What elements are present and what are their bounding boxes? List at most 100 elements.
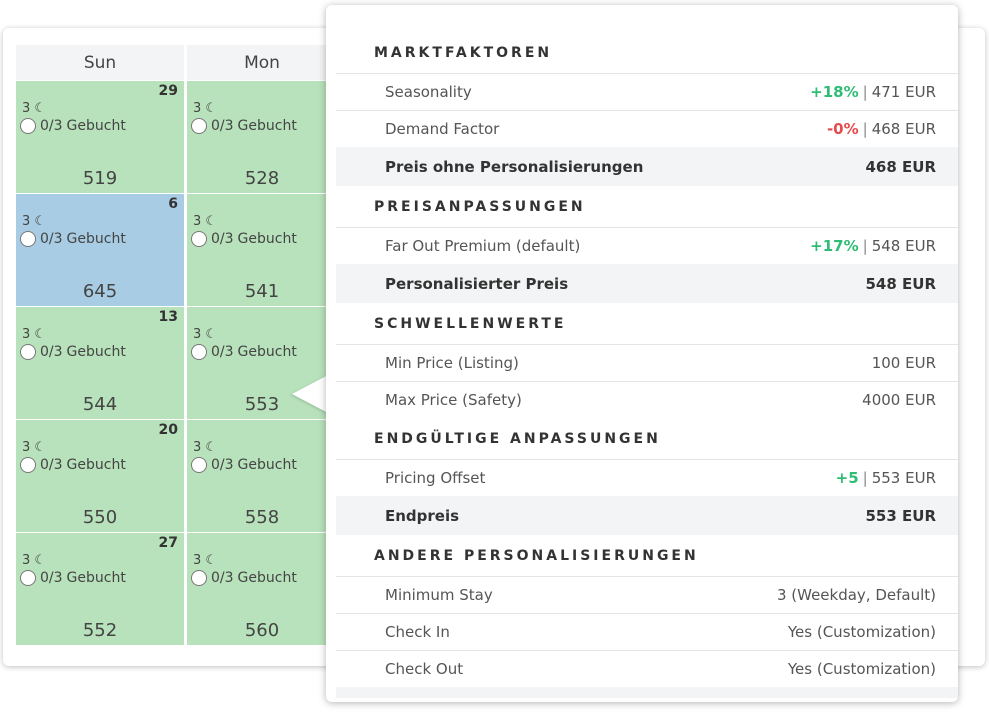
day-number: 20 [158, 422, 178, 438]
nights-count: 3 [193, 440, 202, 455]
nights-count: 3 [22, 214, 31, 229]
booked-status: 0/3 Gebucht [20, 118, 126, 134]
calendar-day-cell[interactable]: 13 3 ☾ 0/3 Gebucht 544 [16, 307, 184, 419]
booked-label: Gebucht [66, 344, 126, 360]
radio-circle-icon[interactable] [20, 231, 36, 247]
change-value: +5 [835, 469, 859, 487]
row-value-group: +5 | 553 EUR [836, 469, 936, 487]
row-value-group: Yes (Customization) [788, 623, 936, 641]
separator: | [862, 120, 868, 138]
booked-status: 0/3 Gebucht [20, 570, 126, 586]
breakdown-row: Far Out Premium (default) +17% | 548 EUR [336, 227, 958, 264]
booked-count: 0/3 [40, 457, 63, 473]
booked-status: 0/3 Gebucht [191, 231, 297, 247]
total-row: Preis ohne Personalisierungen 468 EUR [336, 147, 958, 186]
moon-icon: ☾ [30, 440, 47, 455]
radio-circle-icon[interactable] [191, 231, 207, 247]
breakdown-row: Check In Yes (Customization) [336, 613, 958, 650]
moon-icon: ☾ [201, 214, 218, 229]
day-price: 553 [244, 394, 280, 415]
separator: | [862, 83, 868, 101]
radio-circle-icon[interactable] [20, 118, 36, 134]
moon-icon: ☾ [30, 553, 47, 568]
calendar-day-cell[interactable]: 27 3 ☾ 0/3 Gebucht 552 [16, 533, 184, 645]
row-value-group: 4000 EUR [862, 391, 936, 409]
radio-circle-icon[interactable] [191, 570, 207, 586]
row-value: 468 EUR [865, 157, 936, 176]
booked-count: 0/3 [211, 457, 234, 473]
separator: | [862, 469, 868, 487]
moon-icon: ☾ [30, 214, 47, 229]
section-title: MARKTFAKTOREN [374, 44, 553, 61]
booked-label: Gebucht [237, 118, 297, 134]
nights-count: 3 [22, 440, 31, 455]
calendar-day-cell[interactable]: 3 ☾ 0/3 Gebucht 541 [187, 194, 337, 306]
row-label: Endpreis [385, 506, 460, 525]
booked-label: Gebucht [66, 570, 126, 586]
radio-circle-icon[interactable] [20, 570, 36, 586]
booked-count: 0/3 [211, 231, 234, 247]
row-value-group: -0% | 468 EUR [827, 120, 936, 138]
total-row: Personalisierter Preis 548 EUR [336, 264, 958, 303]
row-value-group: +18% | 471 EUR [810, 83, 936, 101]
calendar-day-cell[interactable]: 6 3 ☾ 0/3 Gebucht 645 [16, 194, 184, 306]
calendar-day-cell[interactable]: 29 3 ☾ 0/3 Gebucht 519 [16, 81, 184, 193]
min-nights: 3 ☾ [193, 101, 217, 116]
radio-circle-icon[interactable] [191, 344, 207, 360]
calendar-day-cell[interactable]: 3 ☾ 0/3 Gebucht 528 [187, 81, 337, 193]
row-label: Check Out [385, 660, 464, 678]
row-label: Minimum Stay [385, 586, 493, 604]
row-value: 468 EUR [871, 120, 936, 138]
breakdown-row: Pricing Offset +5 | 553 EUR [336, 459, 958, 496]
day-price: 552 [82, 620, 118, 641]
row-value: 548 EUR [871, 237, 936, 255]
nights-count: 3 [193, 101, 202, 116]
row-value: 4000 EUR [862, 391, 936, 409]
min-nights: 3 ☾ [193, 440, 217, 455]
booked-status: 0/3 Gebucht [191, 344, 297, 360]
booked-status: 0/3 Gebucht [191, 118, 297, 134]
day-price: 550 [82, 507, 118, 528]
day-price: 519 [82, 168, 118, 189]
row-value-group: Yes (Customization) [788, 660, 936, 678]
column-header-sun: Sun [16, 45, 184, 80]
section-title: SCHWELLENWERTE [374, 315, 567, 332]
radio-circle-icon[interactable] [20, 457, 36, 473]
row-label: Preis ohne Personalisierungen [385, 157, 644, 176]
radio-circle-icon[interactable] [191, 118, 207, 134]
radio-circle-icon[interactable] [20, 344, 36, 360]
booked-count: 0/3 [211, 344, 234, 360]
breakdown-row: Check Out Yes (Customization) [336, 650, 958, 687]
moon-icon: ☾ [30, 327, 47, 342]
min-nights: 3 ☾ [22, 214, 46, 229]
day-price: 541 [244, 281, 280, 302]
booked-count: 0/3 [211, 118, 234, 134]
min-nights: 3 ☾ [22, 553, 46, 568]
row-value: 100 EUR [871, 354, 936, 372]
price-breakdown-popover: MARKTFAKTOREN Seasonality +18% | 471 EUR Dema… [326, 5, 958, 702]
calendar-day-cell[interactable]: 3 ☾ 0/3 Gebucht 560 [187, 533, 337, 645]
booked-label: Gebucht [237, 570, 297, 586]
row-value-group: 100 EUR [872, 354, 936, 372]
calendar-day-cell[interactable]: 3 ☾ 0/3 Gebucht 558 [187, 420, 337, 532]
row-value-group: 553 EUR [865, 507, 936, 525]
row-label: Check In [385, 623, 450, 641]
moon-icon: ☾ [30, 101, 47, 116]
radio-circle-icon[interactable] [191, 457, 207, 473]
day-price: 645 [82, 281, 118, 302]
booked-status: 0/3 Gebucht [20, 457, 126, 473]
booked-label: Gebucht [237, 457, 297, 473]
day-price: 528 [244, 168, 280, 189]
moon-icon: ☾ [201, 553, 218, 568]
change-value: +18% [810, 83, 859, 101]
booked-label: Gebucht [66, 118, 126, 134]
moon-icon: ☾ [201, 101, 218, 116]
min-nights: 3 ☾ [22, 440, 46, 455]
calendar-day-cell[interactable]: 20 3 ☾ 0/3 Gebucht 550 [16, 420, 184, 532]
row-value: 553 EUR [865, 506, 936, 525]
day-number: 6 [168, 196, 178, 212]
row-label: Max Price (Safety) [385, 391, 522, 409]
breakdown-row: Min Price (Listing) 100 EUR [336, 344, 958, 381]
nights-count: 3 [193, 327, 202, 342]
booked-label: Gebucht [66, 457, 126, 473]
